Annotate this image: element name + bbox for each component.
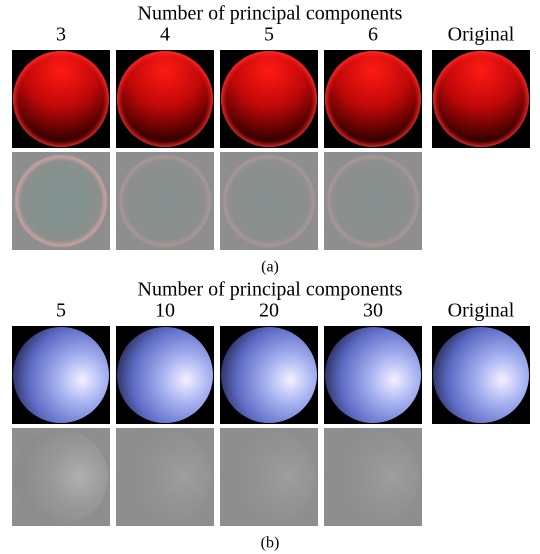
panel-title: Number of principal components <box>138 279 403 301</box>
panel-caption: (a) <box>261 259 279 276</box>
difference-sphere <box>222 430 316 524</box>
difference-sphere <box>14 430 108 524</box>
column-label: Original <box>448 24 515 46</box>
sphere-rim <box>117 51 213 147</box>
column-label: 5 <box>264 24 274 46</box>
column-label: Original <box>448 300 515 322</box>
sphere <box>221 327 317 423</box>
panel-title: Number of principal components <box>138 3 403 25</box>
difference-sphere <box>326 430 420 524</box>
sphere <box>13 327 109 423</box>
sphere-rim <box>13 51 109 147</box>
panel-caption: (b) <box>261 535 280 552</box>
sphere <box>117 327 213 423</box>
column-label: 10 <box>155 300 175 322</box>
column-label: 3 <box>56 24 66 46</box>
column-label: 5 <box>56 300 66 322</box>
sphere <box>433 327 529 423</box>
sphere-rim <box>325 51 421 147</box>
difference-sphere <box>118 430 212 524</box>
difference-sphere <box>14 154 108 248</box>
difference-sphere <box>222 154 316 248</box>
column-label: 4 <box>160 24 170 46</box>
column-label: 30 <box>363 300 383 322</box>
column-label: 20 <box>259 300 279 322</box>
sphere <box>325 327 421 423</box>
sphere-rim <box>433 51 529 147</box>
difference-sphere <box>118 154 212 248</box>
column-label: 6 <box>368 24 378 46</box>
figure: Number of principal components 3 4 5 6 Origin… <box>0 0 540 554</box>
difference-sphere <box>326 154 420 248</box>
sphere-rim <box>221 51 317 147</box>
